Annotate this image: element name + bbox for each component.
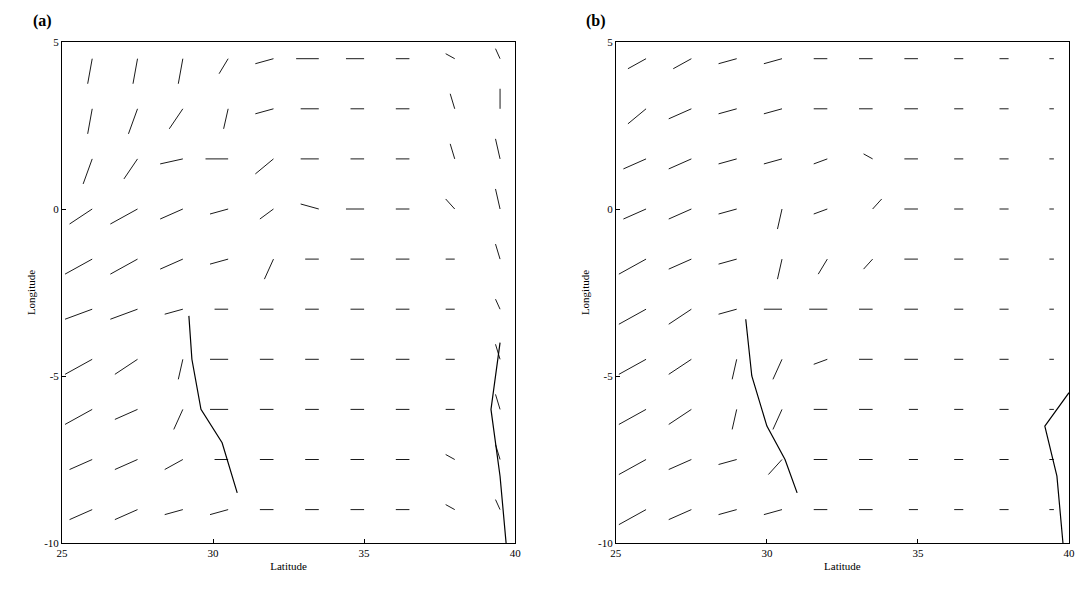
- svg-text:Latitude: Latitude: [270, 560, 307, 572]
- svg-text:Longitude: Longitude: [25, 270, 37, 315]
- svg-text:5: 5: [53, 36, 59, 48]
- svg-text:(a): (a): [33, 12, 52, 30]
- svg-text:Longitude: Longitude: [579, 270, 591, 315]
- svg-text:-5: -5: [603, 370, 613, 382]
- svg-text:30: 30: [761, 547, 773, 559]
- svg-text:40: 40: [510, 547, 522, 559]
- svg-text:-10: -10: [44, 537, 59, 549]
- svg-text:40: 40: [1064, 547, 1076, 559]
- svg-text:-10: -10: [598, 537, 613, 549]
- svg-text:35: 35: [359, 547, 371, 559]
- svg-text:Latitude: Latitude: [824, 560, 861, 572]
- svg-text:0: 0: [607, 203, 613, 215]
- svg-text:-5: -5: [50, 370, 60, 382]
- svg-text:0: 0: [53, 203, 59, 215]
- svg-text:5: 5: [607, 36, 613, 48]
- svg-text:25: 25: [610, 547, 622, 559]
- svg-text:30: 30: [208, 547, 220, 559]
- svg-text:(b): (b): [586, 12, 606, 30]
- svg-text:25: 25: [57, 547, 69, 559]
- svg-text:35: 35: [912, 547, 924, 559]
